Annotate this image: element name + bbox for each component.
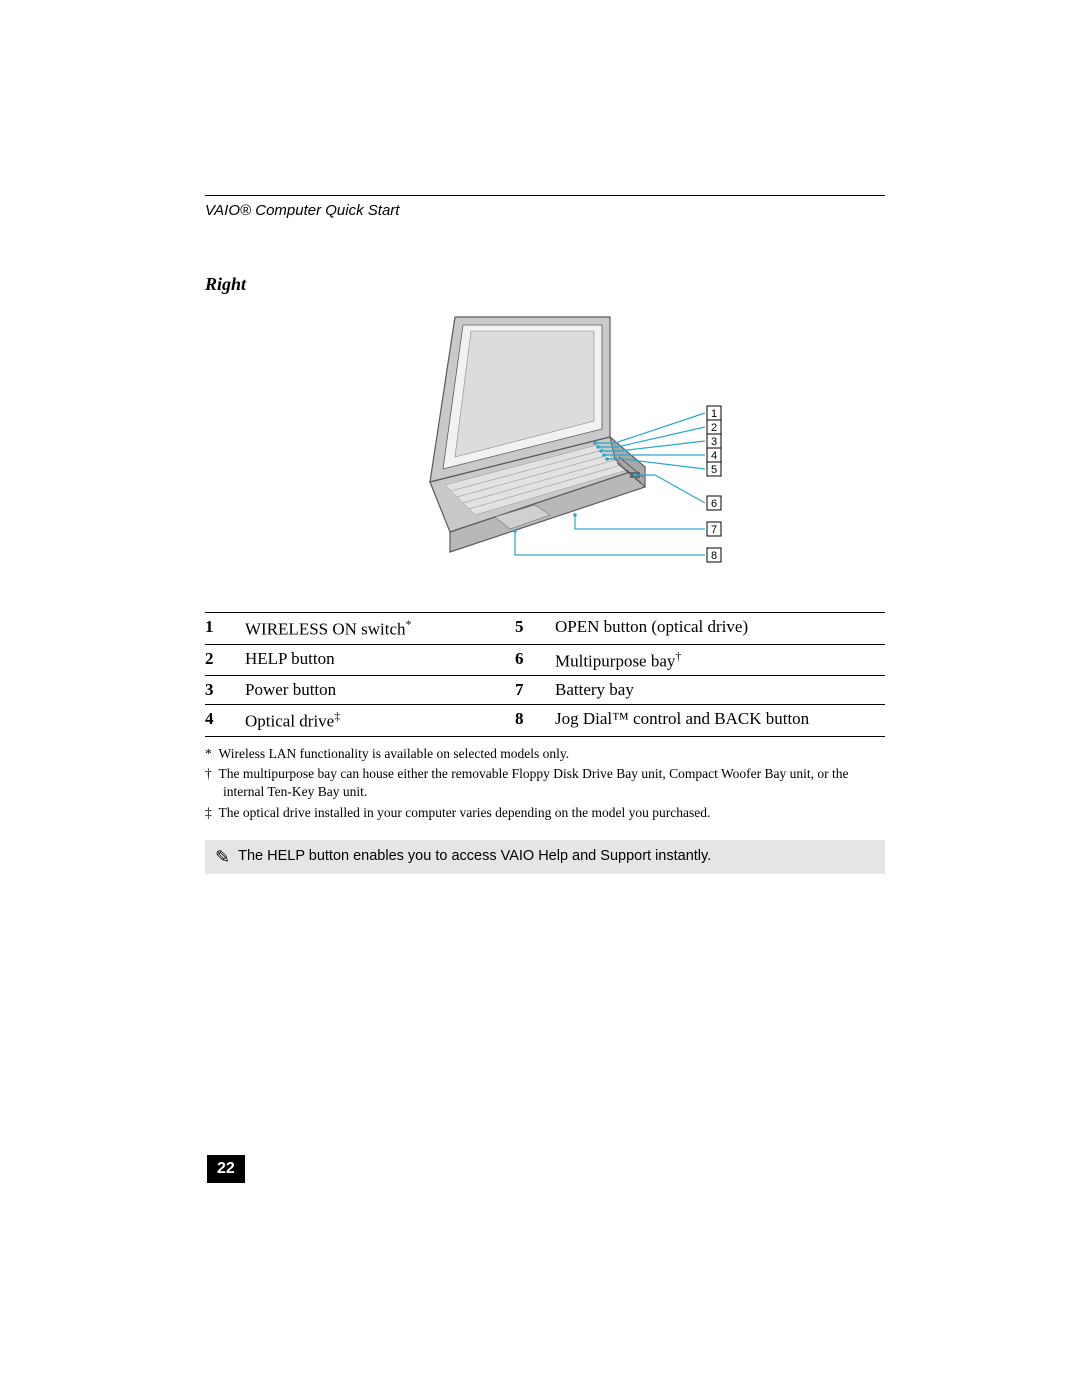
- svg-text:5: 5: [711, 464, 717, 476]
- footnote-3: ‡ The optical drive installed in your co…: [223, 804, 885, 822]
- note-text: The HELP button enables you to access VA…: [238, 848, 711, 864]
- svg-text:1: 1: [711, 408, 717, 420]
- figure-wrap: 1 2 3 4 5 6 7 8: [205, 307, 885, 602]
- svg-text:6: 6: [711, 498, 717, 510]
- callout-labels: 1 2 3 4 5 6 7 8: [707, 406, 721, 562]
- running-head: VAIO® Computer Quick Start: [205, 202, 885, 219]
- manual-page: VAIO® Computer Quick Start Right: [205, 195, 885, 874]
- legend-table: 1WIRELESS ON switch*5OPEN button (optica…: [205, 612, 885, 737]
- svg-text:3: 3: [711, 436, 717, 448]
- legend-row: 2HELP button6Multipurpose bay†: [205, 644, 885, 676]
- svg-text:4: 4: [711, 450, 717, 462]
- legend-row: 3Power button7Battery bay: [205, 676, 885, 705]
- section-title: Right: [205, 274, 885, 295]
- pencil-icon: ✎: [215, 848, 230, 866]
- legend-row: 4Optical drive‡8Jog Dial™ control and BA…: [205, 705, 885, 737]
- page-number: 22: [207, 1155, 245, 1183]
- footnotes: * Wireless LAN functionality is availabl…: [205, 745, 885, 822]
- svg-text:2: 2: [711, 422, 717, 434]
- top-rule: [205, 195, 885, 196]
- footnote-1: * Wireless LAN functionality is availabl…: [223, 745, 885, 763]
- note-box: ✎ The HELP button enables you to access …: [205, 840, 885, 874]
- svg-text:7: 7: [711, 524, 717, 536]
- footnote-2: † The multipurpose bay can house either …: [223, 765, 885, 801]
- svg-text:8: 8: [711, 550, 717, 562]
- laptop-diagram: 1 2 3 4 5 6 7 8: [335, 307, 755, 597]
- legend-row: 1WIRELESS ON switch*5OPEN button (optica…: [205, 613, 885, 645]
